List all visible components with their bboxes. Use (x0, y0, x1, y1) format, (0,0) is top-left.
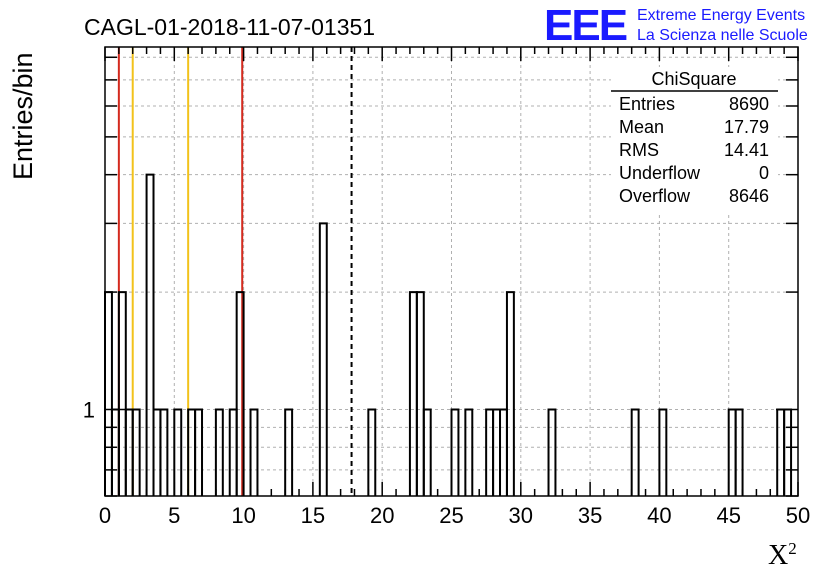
histogram-bin (658, 408, 668, 496)
stats-label: Overflow (619, 186, 691, 206)
axes (104, 46, 799, 497)
x-tick-label: 25 (439, 503, 463, 528)
histogram-bin (159, 408, 169, 496)
histogram-bins (104, 173, 793, 496)
histogram-bin (734, 408, 744, 496)
histogram-bin (776, 408, 786, 496)
x-tick-label: 40 (647, 503, 671, 528)
stats-value: 8690 (729, 94, 769, 114)
histogram-bin (727, 408, 737, 496)
x-axis-label-base: X (768, 540, 788, 571)
histogram-bin (630, 408, 640, 496)
histogram-bin (110, 408, 120, 496)
stats-value: 8646 (729, 186, 769, 206)
stats-label: RMS (619, 140, 659, 160)
x-tick-label: 20 (370, 503, 394, 528)
histogram-bin (464, 408, 474, 496)
histogram-bin (145, 173, 155, 496)
histogram-bin (249, 408, 259, 496)
stats-value: 17.79 (724, 117, 769, 137)
histogram-bin (505, 291, 515, 496)
x-axis-label-sup: 2 (788, 539, 797, 558)
histogram-bin (499, 408, 508, 496)
stats-label: Entries (619, 94, 675, 114)
histogram-bin (284, 408, 294, 496)
histogram-bin (367, 408, 377, 496)
x-tick-label: 30 (509, 503, 533, 528)
stats-label: Underflow (619, 163, 701, 183)
histogram-bin (117, 291, 127, 496)
x-tick-label: 50 (786, 503, 810, 528)
stats-label: Mean (619, 117, 664, 137)
histogram-bin (131, 408, 141, 496)
histogram-bin (152, 408, 162, 496)
stats-value: 14.41 (724, 140, 769, 160)
histogram-bin (318, 222, 328, 496)
logo-line2: La Scienza nelle Scuole (637, 27, 808, 44)
histogram-bin (408, 291, 418, 496)
x-tick-label: 15 (301, 503, 325, 528)
chart-title: CAGL-01-2018-11-07-01351 (84, 14, 375, 40)
stats-box: ChiSquare Entries 8690 Mean 17.79 RMS 14.41 Un… (611, 67, 778, 212)
y-axis-label: Entries/bin (8, 52, 38, 180)
histogram-bin (783, 408, 793, 496)
eee-logo: EEE Extreme Energy Events La Scienza nel… (544, 1, 808, 50)
histogram-bin (422, 408, 432, 496)
histogram-bin (485, 408, 495, 496)
histogram-bin (124, 408, 134, 496)
x-tick-label: 10 (231, 503, 255, 528)
x-axis-label: X2 (768, 539, 797, 571)
histogram-bin (187, 408, 197, 496)
histogram-bin (415, 291, 425, 496)
histogram-bin (173, 408, 183, 496)
logo-letters: EEE (544, 1, 627, 50)
histogram-bin (450, 408, 460, 496)
x-tick-labels: 0 5 10 15 20 25 30 35 40 45 50 (99, 503, 810, 528)
stats-value: 0 (759, 163, 769, 183)
histogram-bin (492, 408, 502, 496)
logo-line1: Extreme Energy Events (637, 7, 805, 24)
histogram-bin (235, 291, 245, 496)
histogram-bin (547, 408, 557, 496)
stats-title: ChiSquare (651, 69, 736, 89)
x-tick-label: 0 (99, 503, 111, 528)
y-tick-labels: 1 (83, 397, 95, 422)
histogram-bin (194, 408, 204, 496)
x-tick-label: 5 (168, 503, 180, 528)
histogram-bin (214, 408, 224, 496)
y-tick-label: 1 (83, 397, 95, 422)
x-tick-label: 45 (716, 503, 740, 528)
histogram-bin (228, 408, 238, 496)
histogram-bin (104, 291, 113, 496)
x-tick-label: 35 (578, 503, 602, 528)
